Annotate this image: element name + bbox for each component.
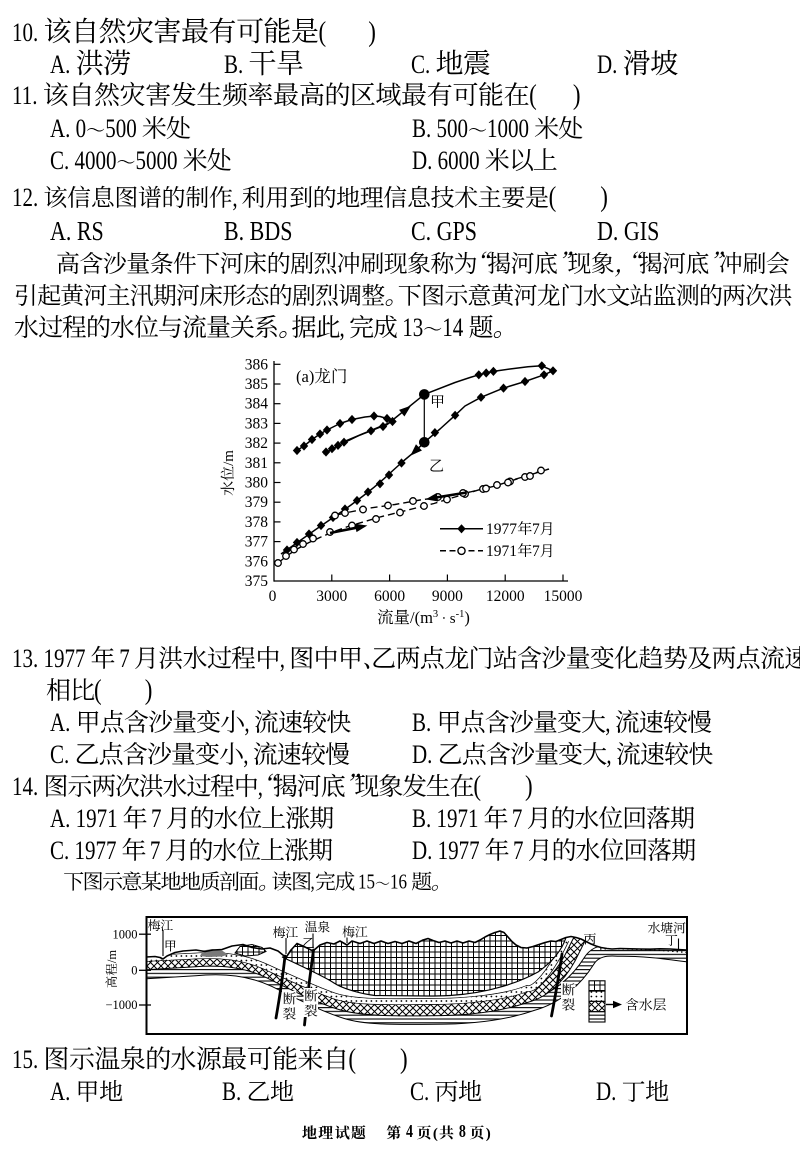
- svg-text:0: 0: [269, 584, 277, 606]
- svg-text:断: 断: [562, 979, 576, 999]
- svg-text:丙: 丙: [584, 929, 597, 948]
- svg-text:温泉: 温泉: [305, 917, 331, 936]
- svg-text:丁: 丁: [665, 930, 678, 949]
- svg-text:含水层: 含水层: [625, 994, 667, 1014]
- svg-text:378: 378: [245, 510, 269, 532]
- svg-text:水塘河: 水塘河: [648, 918, 687, 937]
- svg-text:梅江: 梅江: [273, 922, 299, 941]
- svg-text:12000: 12000: [486, 584, 525, 606]
- svg-text:(a)龙门: (a)龙门: [296, 363, 347, 387]
- svg-text:380: 380: [245, 471, 269, 493]
- svg-text:375: 375: [245, 569, 269, 591]
- svg-text:裂: 裂: [304, 1000, 318, 1020]
- svg-text:乙: 乙: [429, 455, 444, 476]
- svg-text:386: 386: [245, 352, 269, 374]
- svg-text:6000: 6000: [374, 584, 405, 606]
- svg-text:9000: 9000: [432, 584, 463, 606]
- svg-text:381: 381: [245, 451, 268, 473]
- svg-text:水位/m: 水位/m: [220, 450, 238, 496]
- svg-text:1000: 1000: [113, 924, 138, 942]
- svg-text:甲: 甲: [430, 391, 445, 412]
- svg-text:乙: 乙: [302, 933, 315, 952]
- svg-text:382: 382: [245, 431, 268, 453]
- svg-text:376: 376: [245, 549, 269, 571]
- svg-text:高程/m: 高程/m: [102, 950, 120, 988]
- svg-text:−1000: −1000: [105, 995, 137, 1013]
- svg-text:断: 断: [283, 988, 297, 1008]
- svg-text:379: 379: [245, 490, 269, 512]
- svg-text:0: 0: [131, 961, 137, 979]
- svg-text:385: 385: [245, 372, 269, 394]
- svg-text:384: 384: [245, 392, 269, 414]
- svg-text:377: 377: [245, 530, 269, 552]
- svg-text:裂: 裂: [283, 1003, 297, 1023]
- svg-text:梅江: 梅江: [148, 915, 174, 934]
- svg-text:流量/(m3 · s-1): 流量/(m3 · s-1): [377, 604, 470, 628]
- svg-text:1977年7月: 1977年7月: [486, 517, 555, 539]
- svg-text:15000: 15000: [544, 584, 583, 606]
- svg-text:甲: 甲: [164, 936, 177, 955]
- svg-text:梅江: 梅江: [342, 922, 368, 941]
- svg-text:断: 断: [304, 985, 318, 1005]
- svg-text:3000: 3000: [316, 584, 347, 606]
- svg-text:383: 383: [245, 411, 269, 433]
- svg-text:1971年7月: 1971年7月: [486, 539, 555, 561]
- svg-text:裂: 裂: [562, 994, 576, 1014]
